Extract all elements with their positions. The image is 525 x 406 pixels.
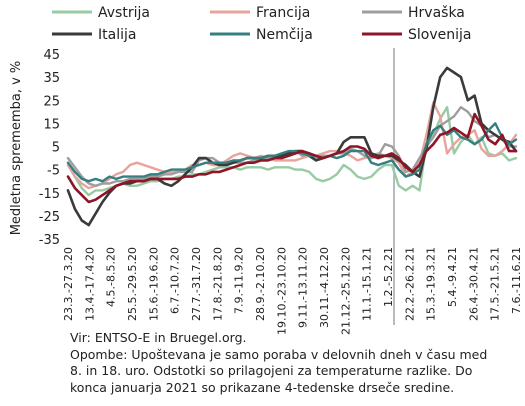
x-axis-ticks: 23.3.-27.3.20 13.4.-17.4.20 4.5.-8.5.20 25.… (62, 247, 523, 335)
y-tick-label: 35 (43, 71, 60, 86)
series-line-2 (66, 105, 518, 188)
legend-label: Avstrija (98, 5, 150, 21)
x-tick-label: 15.6.-19.6.20 (147, 247, 160, 321)
x-tick-label: 1.2.-5.2.21 (382, 247, 395, 307)
legend-label: Slovenija (408, 27, 471, 43)
y-tick-label: 5 (52, 141, 60, 156)
y-tick-label: 45 (43, 48, 60, 63)
chart-legend: Avstrija Francija Hrvaška Italija Nemčija Slo… (52, 5, 471, 43)
y-tick-label: -35 (39, 233, 60, 248)
x-tick-label: 27.7.-31.7.20 (190, 247, 203, 321)
y-tick-label: -25 (39, 210, 60, 225)
x-tick-label: 25.5.-29.5.20 (126, 247, 139, 321)
x-tick-label: 9.11.-13.11.20 (297, 247, 310, 328)
footnote-line-3: konca januarja 2021 so prikazane 4-teden… (70, 379, 455, 395)
x-tick-label: 26.4.-30.4.21 (467, 247, 480, 321)
x-tick-label: 23.3.-27.3.20 (62, 247, 75, 321)
series-line-4 (66, 122, 518, 183)
legend-label: Italija (98, 27, 136, 43)
y-tick-label: -5 (47, 164, 60, 179)
x-tick-label: 4.5.-8.5.20 (105, 247, 118, 307)
x-tick-label: 6.7.-10.7.20 (169, 247, 182, 314)
x-tick-label: 5.4.-9.4.21 (446, 247, 459, 307)
footnote-line-1: Opombe: Upoštevana je samo poraba v delo… (70, 346, 488, 362)
legend-label: Francija (256, 5, 310, 21)
legend-label: Hrvaška (408, 5, 465, 21)
series-line-1 (66, 101, 518, 190)
x-tick-label: 21.12.-25.12.20 (339, 247, 352, 335)
plot-area (66, 48, 518, 325)
x-tick-label: 28.9.-2.10.20 (254, 247, 267, 321)
y-tick-label: 25 (43, 94, 60, 109)
x-tick-label: 30.11.-4.12.20 (318, 247, 331, 328)
x-tick-label: 17.8.-21.8.20 (211, 247, 224, 321)
x-tick-label: 17.5.-21.5.21 (489, 247, 502, 321)
x-tick-label: 11.1.-15.1.21 (361, 247, 374, 321)
chart-footnote: Vir: ENTSO-E in Bruegel.org. Opombe: Upo… (70, 330, 520, 396)
x-tick-label: 19.10.-23.10.20 (275, 247, 288, 335)
y-tick-label: -15 (39, 187, 60, 202)
legend-label: Nemčija (256, 27, 313, 43)
y-tick-label: 15 (43, 117, 60, 132)
x-tick-label: 15.3.-19.3.21 (425, 247, 438, 321)
y-axis-ticks: 45 35 25 15 5 -5 -15 -25 -35 (39, 48, 60, 248)
x-tick-label: 22.2.-26.2.21 (403, 247, 416, 321)
x-tick-label: 7.9.-11.9.20 (233, 247, 246, 314)
y-axis-label: Medletna sprememba, v % (9, 61, 24, 236)
x-tick-label: 13.4.-17.4.20 (83, 247, 96, 321)
footnote-line-2: 8. in 18. uro. Odstotki so prilagojeni z… (70, 363, 473, 378)
series-line-3 (66, 66, 518, 227)
source-note: Vir: ENTSO-E in Bruegel.org. (70, 330, 247, 345)
x-tick-label: 7.6.-11.6.21 (510, 247, 523, 314)
series-line-5 (66, 112, 518, 204)
